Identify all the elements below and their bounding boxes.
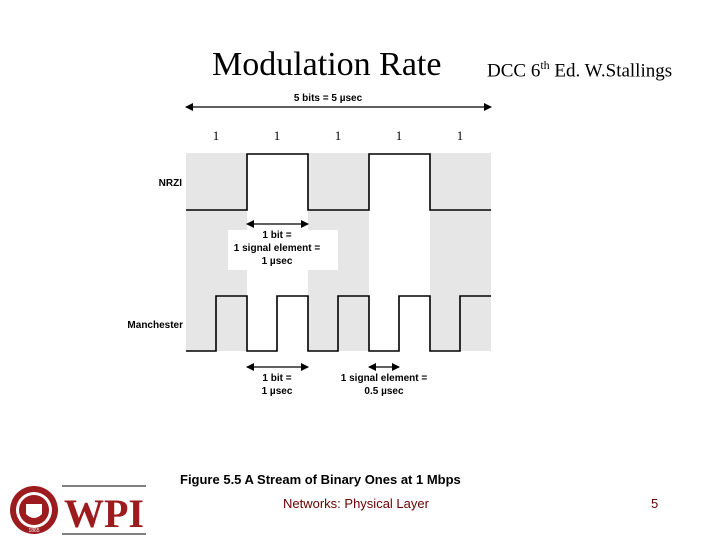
figure-caption: Figure 5.5 A Stream of Binary Ones at 1 … (180, 472, 461, 487)
nrzi-annotation-line: 1 µsec (262, 256, 293, 267)
nrzi-annotation-line: 1 bit = (262, 230, 291, 241)
bit-value: 1 (396, 128, 403, 143)
wpi-wordmark: WPI (64, 491, 144, 536)
row-label-manchester: Manchester (127, 320, 183, 331)
subtitle-prefix: DCC 6 (487, 60, 541, 82)
subtitle-suffix: Ed. W.Stallings (549, 60, 673, 82)
span-label: 5 bits = 5 µsec (294, 93, 363, 104)
manchester-bit-label: 1 bit = (262, 373, 291, 384)
wpi-logo: 1865 WPI (10, 485, 146, 536)
manchester-signal-label: 1 signal element = (341, 373, 428, 384)
row-label-nrzi: NRZI (159, 178, 183, 189)
nrzi-waveform (186, 153, 491, 211)
nrzi-annotation-line: 1 signal element = (234, 243, 321, 254)
seal-year: 1865 (28, 528, 39, 534)
slide-title: Modulation Rate (212, 46, 442, 83)
bit-value: 1 (213, 128, 220, 143)
subtitle-superscript: th (540, 58, 550, 72)
manchester-waveform (186, 295, 491, 352)
bit-value: 1 (335, 128, 342, 143)
footer-title: Networks: Physical Layer (283, 496, 429, 511)
page-number: 5 (651, 496, 659, 511)
bit-value: 1 (274, 128, 281, 143)
manchester-signal-label: 0.5 µsec (364, 386, 404, 397)
annotation-backdrop (228, 230, 338, 270)
bit-value: 1 (457, 128, 464, 143)
manchester-bit-label: 1 µsec (262, 386, 293, 397)
slide-subtitle: DCC 6th Ed. W.Stallings (487, 58, 672, 82)
